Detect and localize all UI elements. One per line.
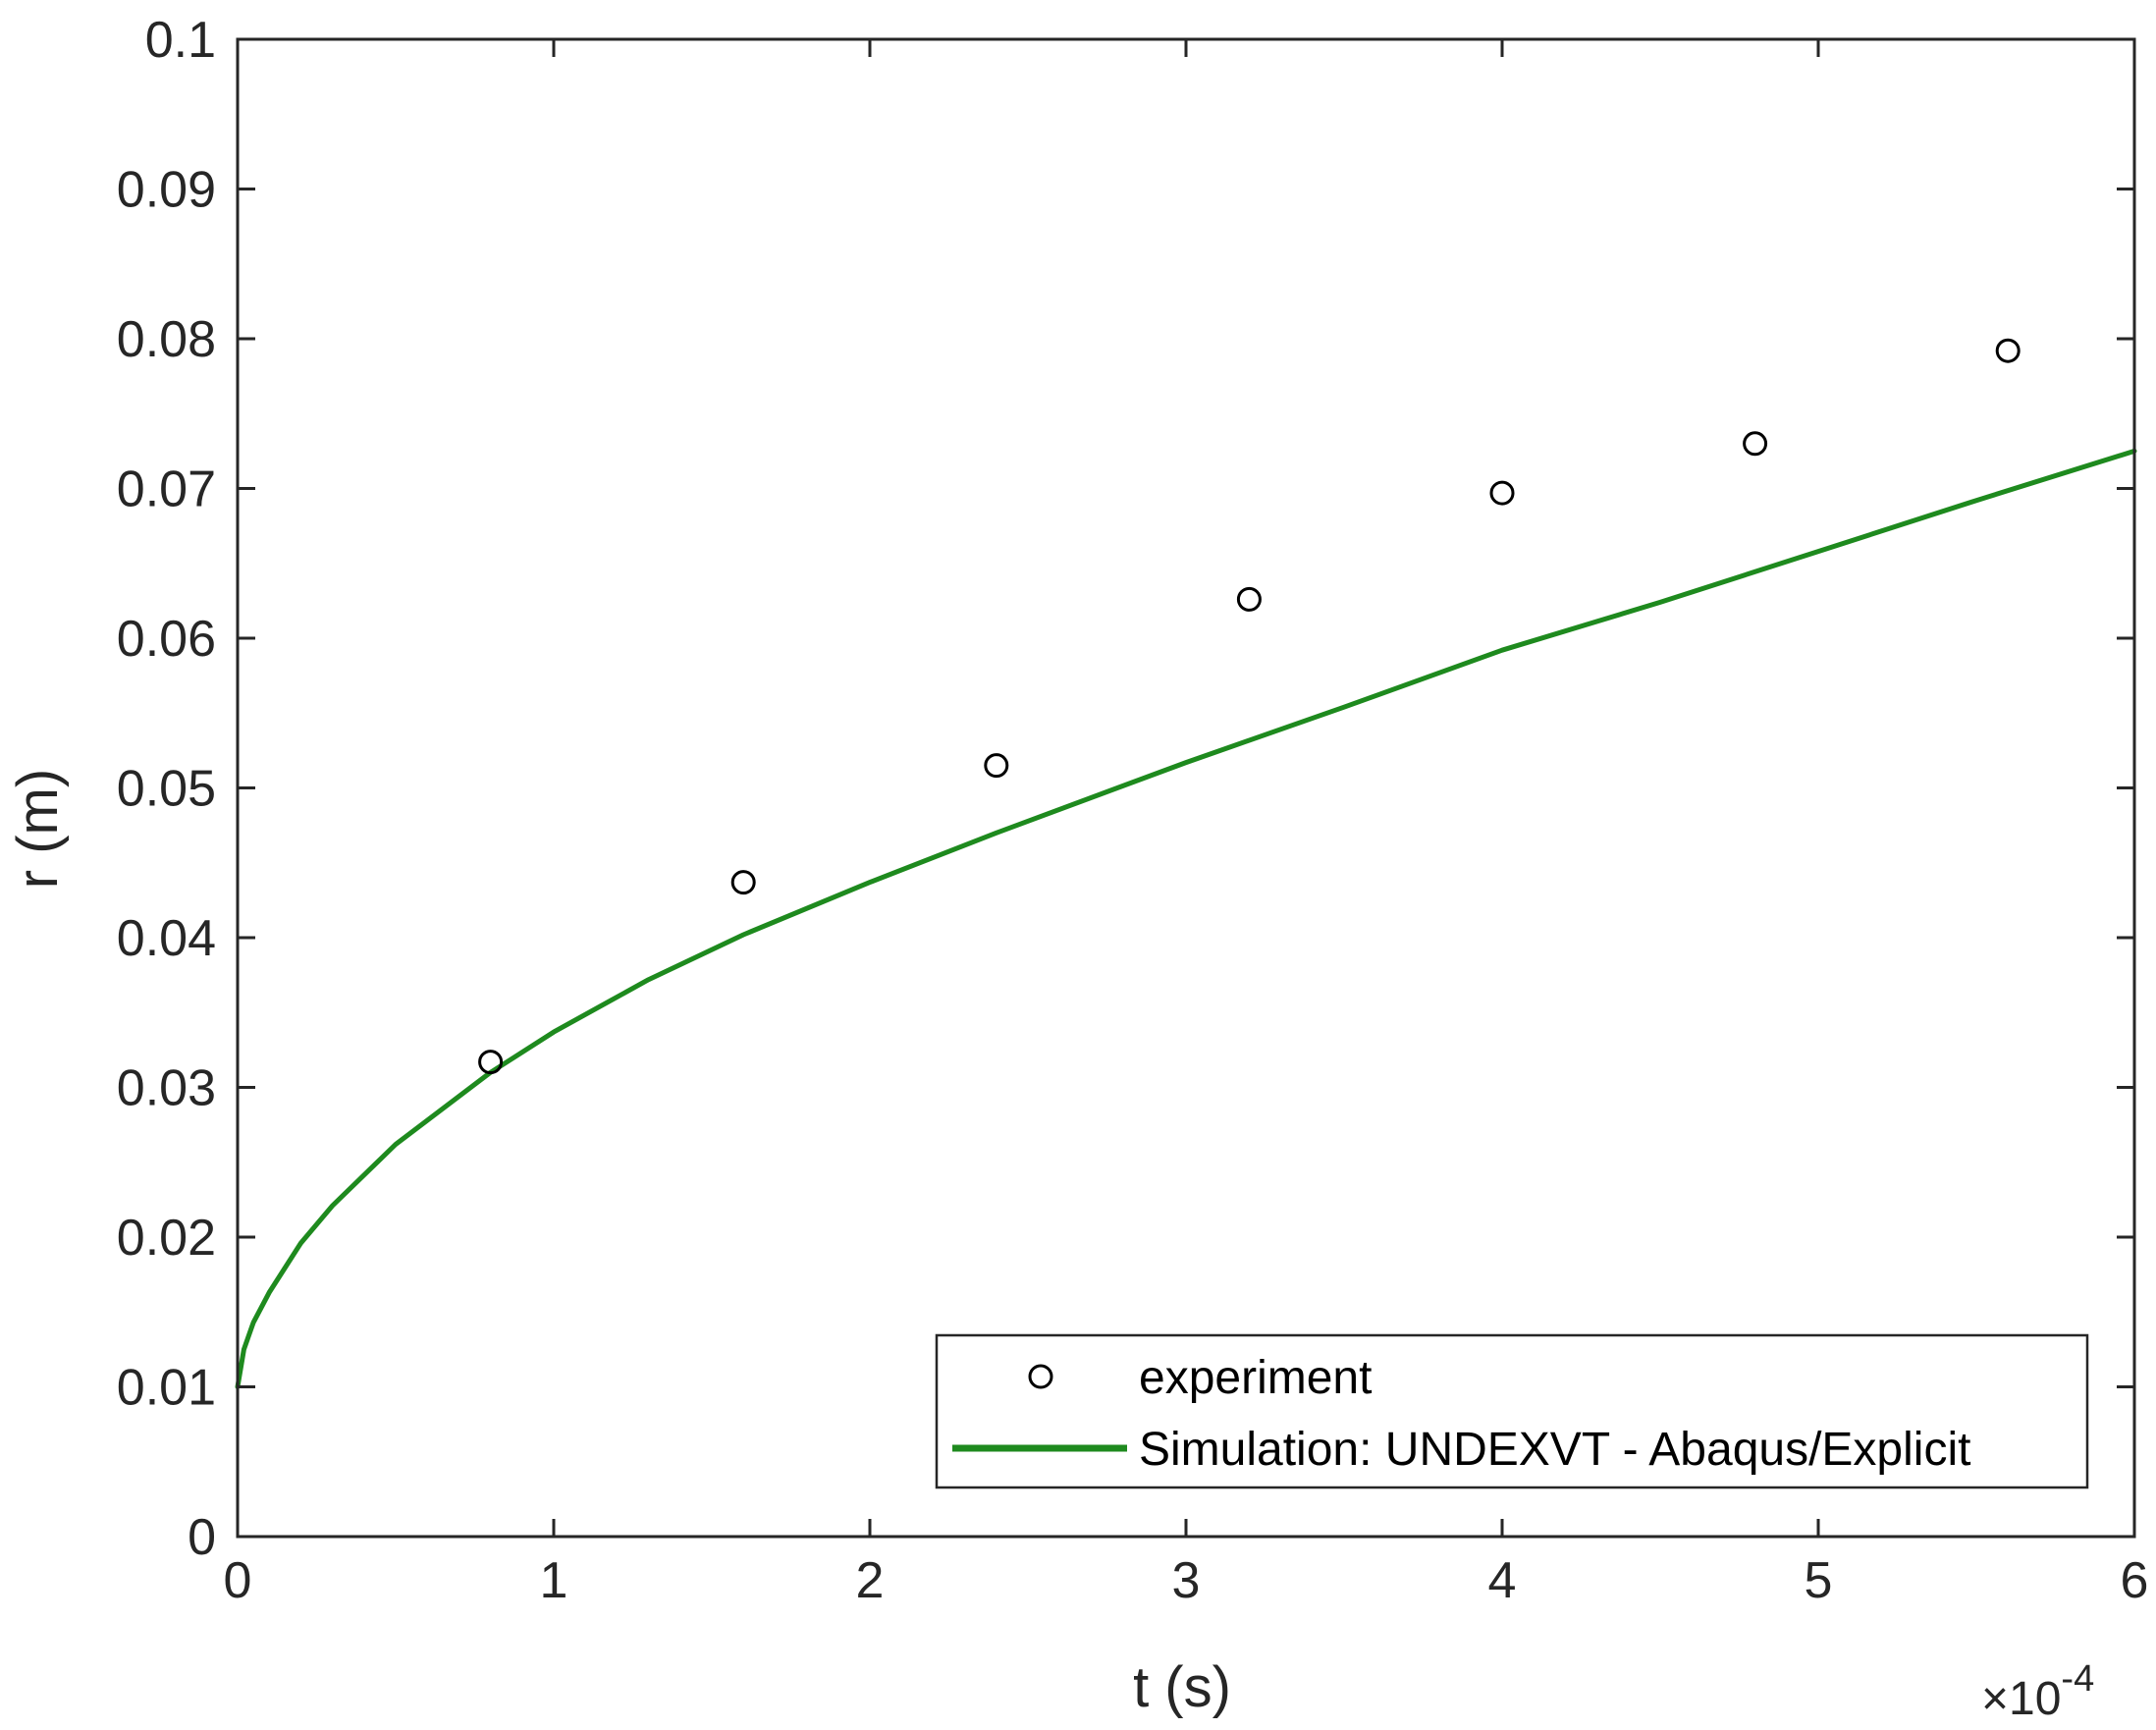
x-exponent-times: × <box>1981 1673 2009 1725</box>
x-exponent-power: -4 <box>2061 1658 2094 1700</box>
y-tick-label: 0.07 <box>117 461 216 518</box>
x-tick-label: 3 <box>1172 1552 1201 1609</box>
y-tick-label: 0.1 <box>145 12 216 69</box>
experiment-point <box>478 1050 504 1075</box>
axis-ticks <box>236 37 2136 1539</box>
legend-marker-experiment <box>1028 1364 1053 1389</box>
x-tick-label: 5 <box>1805 1552 1833 1609</box>
experiment-point <box>984 753 1009 779</box>
experiment-point <box>730 870 756 895</box>
y-tick-label: 0.06 <box>117 611 216 668</box>
experiment-point <box>1489 480 1515 506</box>
legend-label-simulation: Simulation: UNDEXVT - Abaqus/Explicit <box>1139 1424 1970 1476</box>
x-tick-label: 1 <box>540 1552 568 1609</box>
x-exponent-label: ×10-4 <box>1981 1658 2094 1725</box>
y-tick-label: 0.08 <box>117 311 216 368</box>
y-tick-label: 0.02 <box>117 1210 216 1267</box>
y-tick-label: 0.05 <box>117 761 216 818</box>
y-tick-label: 0.04 <box>117 910 216 967</box>
y-tick-label: 0 <box>188 1509 216 1566</box>
y-axis-label: r (m) <box>6 769 70 889</box>
axis-tick-labels: 0 1 2 3 4 5 6 0 0.01 0.02 0.03 0.04 0.05 0.06 0.07 0.08… <box>117 12 2149 1609</box>
x-tick-label: 2 <box>856 1552 885 1609</box>
legend-box <box>935 1333 2089 1489</box>
x-tick-label: 4 <box>1488 1552 1517 1609</box>
legend-label-experiment: experiment <box>1139 1352 1372 1404</box>
y-tick-label: 0.01 <box>117 1360 216 1417</box>
experiment-point <box>1743 431 1768 457</box>
plot-area <box>238 39 2134 1537</box>
legend: experiment Simulation: UNDEXVT - Abaqus/… <box>935 1333 2089 1489</box>
simulation-line <box>235 448 2137 1389</box>
y-tick-label: 0.09 <box>117 162 216 219</box>
x-axis-label: t (s) <box>1133 1655 1231 1719</box>
svg-text:×10-4: ×10-4 <box>1981 1658 2094 1725</box>
y-tick-label: 0.03 <box>117 1060 216 1117</box>
experiment-point <box>1995 338 2021 363</box>
data-layer <box>235 338 2137 1389</box>
x-tick-label: 0 <box>224 1552 252 1609</box>
x-exponent-base: 10 <box>2009 1673 2061 1725</box>
x-tick-label: 6 <box>2121 1552 2149 1609</box>
experiment-point <box>1236 586 1262 612</box>
